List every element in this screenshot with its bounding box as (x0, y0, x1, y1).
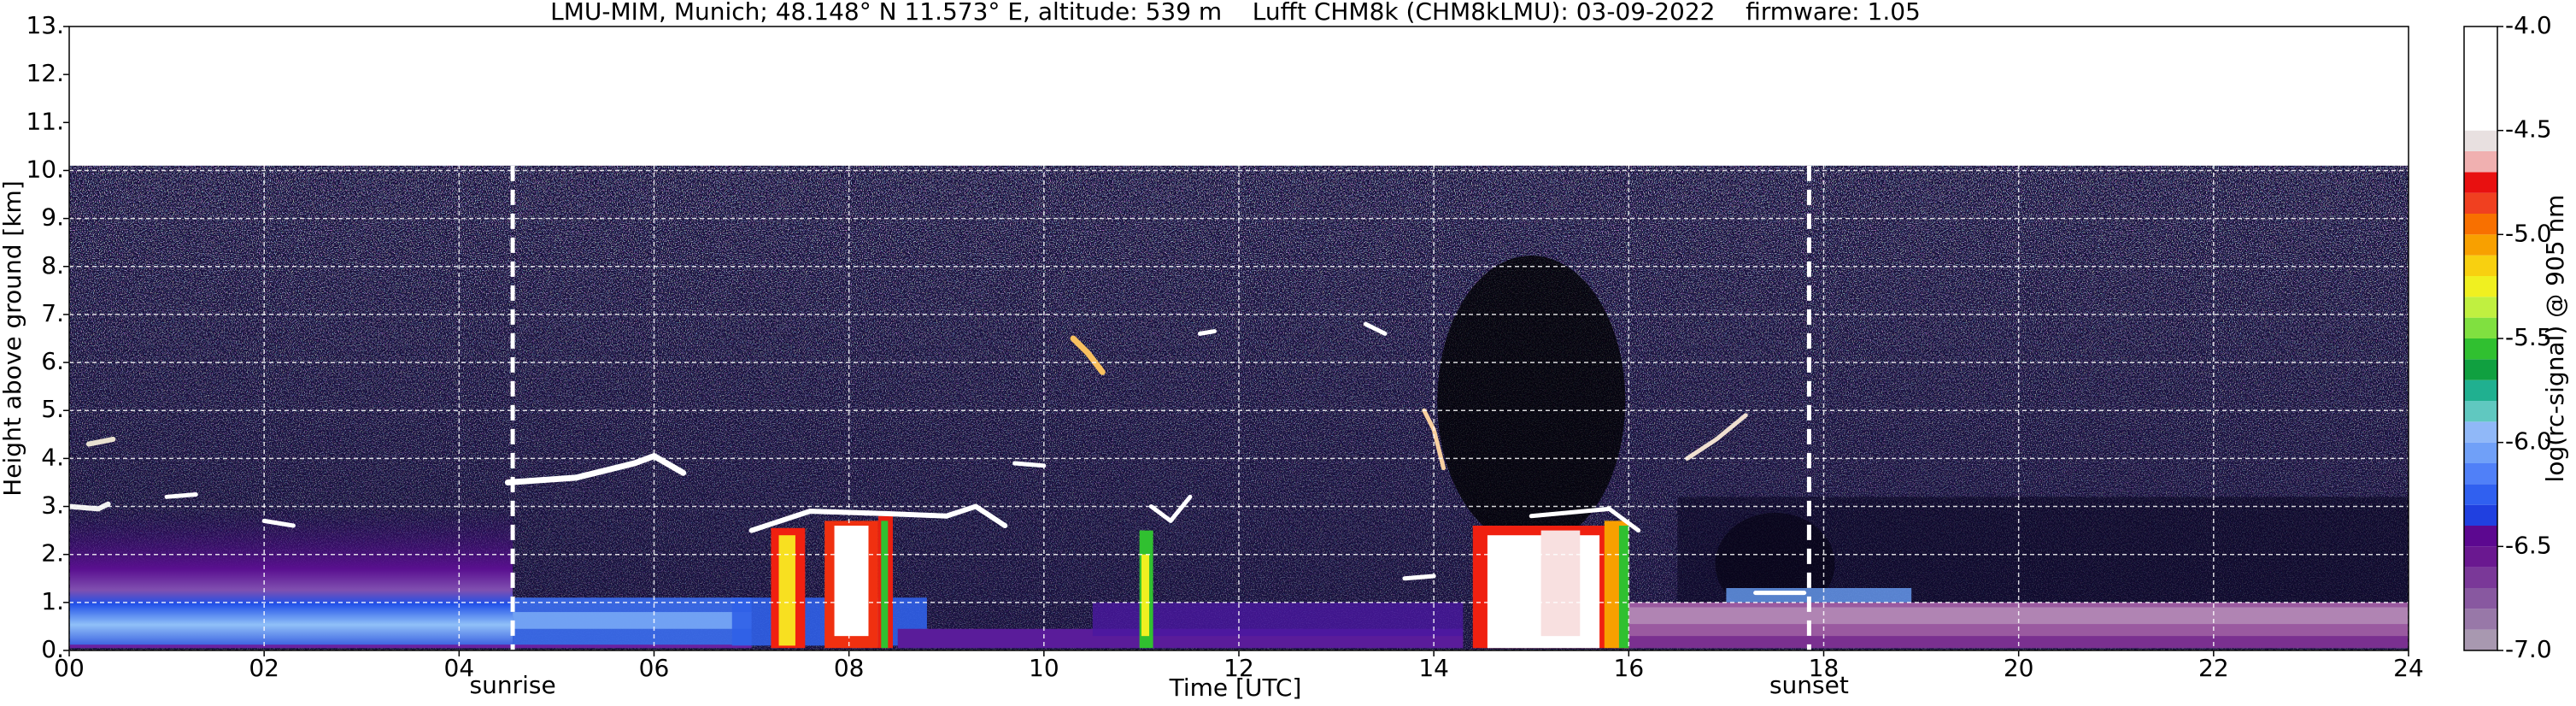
colorbar-bin (2464, 463, 2497, 485)
cloud-layer (1685, 413, 1748, 461)
annotation-label: sunset (1769, 671, 1849, 699)
x-tick-label: 12 (1223, 654, 1254, 682)
colorbar-tick-label: -5.0 (2505, 219, 2552, 247)
colorbar-bin (2464, 421, 2497, 443)
colorbar-bin (2464, 234, 2497, 256)
colorbar-bin (2464, 317, 2497, 338)
colorbar-bin (2464, 359, 2497, 380)
colorbar-bin (2464, 130, 2497, 151)
plot-area (69, 165, 2409, 650)
signal-region (834, 526, 869, 637)
colorbar-tick-label: -5.5 (2505, 323, 2552, 351)
signal-region (513, 612, 752, 629)
colorbar-tick-label: -6.5 (2505, 531, 2552, 559)
x-tick-label: 18 (1809, 654, 1840, 682)
y-tick-label: 13. (26, 11, 64, 39)
cloud-layer (504, 453, 687, 485)
x-tick-label: 14 (1418, 654, 1449, 682)
chart-title: LMU-MIM, Munich; 48.148° N 11.573° E, al… (550, 0, 1921, 26)
signal-region (778, 535, 795, 646)
colorbar-bin (2464, 546, 2497, 568)
colorbar-bin (2464, 276, 2497, 297)
y-tick-label: 4. (41, 443, 64, 471)
colorbar-label: log(rc-signal) @ 905 nm (2541, 195, 2569, 483)
x-tick-label: 24 (2393, 654, 2424, 682)
x-axis-label: Time [UTC] (1169, 674, 1302, 702)
colorbar-bin (2464, 567, 2497, 588)
x-tick-label: 08 (834, 654, 865, 682)
colorbar-tick-label: -4.0 (2505, 11, 2552, 39)
y-tick-label: 6. (41, 347, 64, 375)
x-tick-label: 22 (2198, 654, 2229, 682)
annotation-label: sunrise (469, 671, 555, 699)
signal-region (1141, 554, 1150, 637)
x-tick-label: 16 (1614, 654, 1645, 682)
cloud-layer (69, 501, 111, 512)
y-tick-label: 8. (41, 251, 64, 279)
y-tick-label: 1. (41, 587, 64, 615)
colorbar-tick-label: -7.0 (2505, 635, 2552, 663)
colorbar-bin (2464, 442, 2497, 463)
colorbar-bin (2464, 629, 2497, 650)
colorbar-bin (2464, 588, 2497, 609)
y-tick-label: 12. (26, 59, 64, 87)
signal-region (1540, 530, 1581, 637)
y-tick-label: 11. (26, 107, 64, 135)
signal-region (1618, 526, 1629, 649)
y-tick-label: 5. (41, 395, 64, 423)
colorbar-bin (2464, 401, 2497, 422)
colorbar-bin (2464, 379, 2497, 401)
colorbar-bin (2464, 526, 2497, 547)
x-tick-label: 20 (2004, 654, 2034, 682)
cloud-layer (1363, 321, 1388, 336)
y-tick-label: 10. (26, 155, 64, 183)
cloud-layer (1070, 335, 1106, 375)
y-tick-label: 2. (41, 539, 64, 568)
signal-region (1437, 256, 1626, 546)
plot-frame (68, 26, 2409, 651)
cloud-layer (1529, 506, 1641, 533)
colorbar-bin (2464, 26, 2497, 131)
colorbar-bin (2464, 504, 2497, 526)
x-tick-label: 06 (639, 654, 670, 682)
y-tick-label: 7. (41, 299, 64, 327)
x-tick-label: 10 (1029, 654, 1059, 682)
colorbar-bin (2464, 297, 2497, 318)
signal-region (69, 644, 752, 649)
cloud-layer (1012, 461, 1047, 468)
signal-region (1092, 602, 1464, 637)
y-tick-label: 9. (41, 203, 64, 232)
y-tick-label: 0. (41, 635, 64, 663)
colorbar-tick-label: -4.5 (2505, 115, 2552, 144)
x-tick-label: 02 (249, 654, 279, 682)
signal-region (881, 521, 889, 649)
cloud-layer (1197, 329, 1217, 336)
cloud-layer (164, 492, 198, 499)
colorbar-bin (2464, 609, 2497, 630)
signal-region (1726, 588, 1912, 603)
cloud-layer (85, 436, 116, 447)
y-tick-label: 3. (41, 491, 64, 520)
colorbar-bin (2464, 151, 2497, 173)
colorbar-bin (2464, 172, 2497, 193)
cloud-layer (748, 503, 1008, 533)
colorbar-bin (2464, 255, 2497, 276)
colorbar-bin (2464, 484, 2497, 505)
cloud-layer (261, 518, 296, 528)
signal-region (69, 506, 513, 646)
cloud-layer (1148, 494, 1193, 523)
colorbar-bin (2464, 192, 2497, 214)
y-axis-label: Height above ground [km] (0, 180, 26, 497)
x-tick-label: 00 (54, 654, 85, 682)
colorbar-bin (2464, 338, 2497, 360)
cloud-layer (1402, 574, 1436, 581)
colorbar-bin (2464, 214, 2497, 235)
colorbar-tick-label: -6.0 (2505, 427, 2552, 456)
x-tick-label: 04 (444, 654, 475, 682)
